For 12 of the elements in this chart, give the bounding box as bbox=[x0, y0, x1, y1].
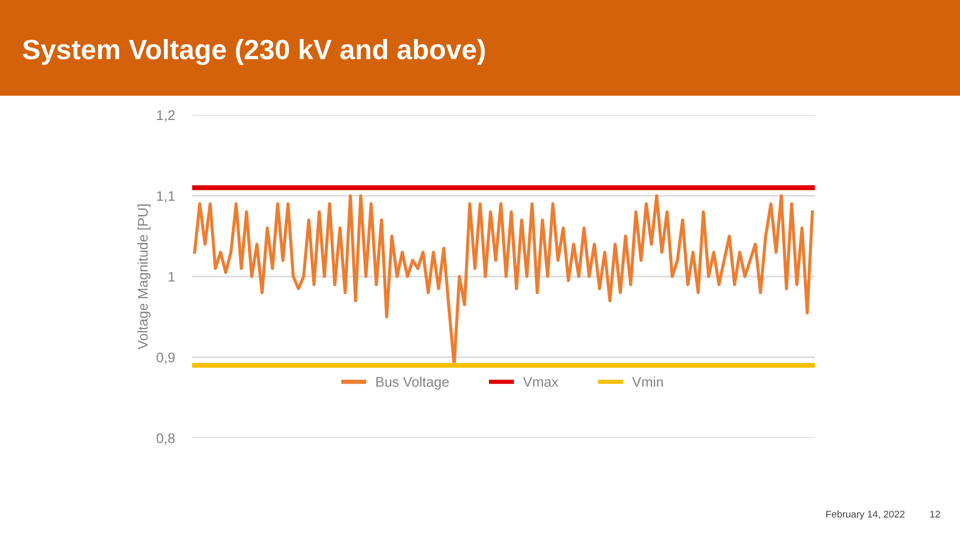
chart-title: System Voltage (230 kV and above) bbox=[22, 38, 485, 66]
y-tick-label: 1,1 bbox=[157, 191, 175, 203]
text: February 14, 2022 bbox=[826, 510, 905, 520]
y-tick-label: 1,2 bbox=[157, 110, 175, 122]
legend-label: Vmax bbox=[523, 377, 558, 387]
legend-label: Vmin bbox=[632, 376, 663, 387]
text: 12 bbox=[930, 510, 940, 518]
y-tick-label: 0,8 bbox=[156, 433, 175, 445]
y-tick-label: 0,9 bbox=[156, 352, 175, 364]
y-tick-label: 1 bbox=[168, 272, 175, 282]
y-axis-title: Voltage Magnitude [PU] bbox=[138, 204, 150, 350]
legend-label: Bus Voltage bbox=[376, 376, 449, 390]
